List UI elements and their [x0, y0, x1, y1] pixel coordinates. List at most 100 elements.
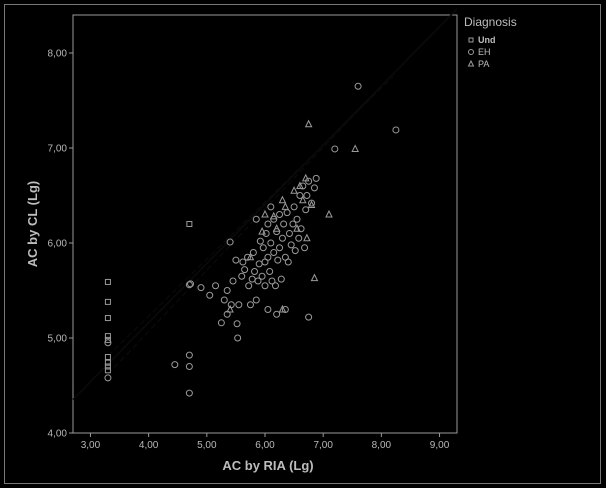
y-axis-title: AC by CL (Lg) — [25, 181, 40, 267]
data-point-eh — [312, 174, 320, 182]
data-point-eh — [171, 361, 179, 369]
data-point-pa — [351, 144, 359, 152]
data-point-eh — [290, 203, 298, 211]
legend-label-eh: EH — [478, 47, 491, 57]
data-point-eh — [273, 310, 281, 318]
x-tick-label: 4,00 — [139, 440, 159, 451]
data-point-pa — [310, 273, 319, 282]
data-point-eh — [264, 220, 272, 228]
data-point-eh — [254, 277, 262, 285]
data-point-eh — [220, 296, 228, 304]
data-point-pa — [281, 202, 290, 210]
data-point-pa — [261, 209, 269, 218]
axis-ticks: 3,00 4,00 5,00 6,00 7,00 8,00 9,00 4,00 5,00 6,00… — [48, 49, 450, 452]
data-point-eh — [264, 306, 272, 313]
data-point-pa — [303, 233, 311, 242]
data-point-eh — [280, 220, 288, 228]
legend-label-pa: PA — [478, 59, 489, 69]
chart-frame: 3,00 4,00 5,00 6,00 7,00 8,00 9,00 4,00 5,00 6,00… — [4, 4, 601, 484]
legend: Diagnosis Und EH PA — [464, 15, 517, 69]
y-tick-label: 4,00 — [48, 429, 68, 440]
data-point-eh — [291, 247, 299, 255]
data-point-eh — [271, 282, 279, 290]
data-point-und — [104, 333, 111, 340]
data-point-eh — [251, 268, 259, 275]
data-point-eh — [206, 291, 214, 299]
data-point-eh — [303, 192, 311, 199]
data-point-eh — [232, 256, 240, 264]
data-point-pa — [307, 200, 316, 208]
data-point-eh — [252, 215, 260, 223]
data-point-pa — [299, 195, 307, 204]
y-tick-label: 5,00 — [48, 334, 68, 345]
data-point-eh — [287, 241, 295, 249]
x-tick-label: 9,00 — [430, 440, 450, 451]
data-point-pa — [325, 209, 333, 218]
data-point-eh — [104, 339, 112, 347]
confidence-line-upper — [107, 76, 394, 357]
data-point-pa — [293, 224, 301, 232]
data-point-eh — [296, 192, 304, 199]
data-point-pa — [226, 304, 234, 313]
data-point-eh — [187, 280, 195, 288]
data-point-eh — [239, 258, 247, 266]
data-point-eh — [185, 389, 193, 397]
fit-lines — [72, 8, 458, 401]
y-tick-label: 6,00 — [48, 239, 68, 250]
data-point-und — [186, 221, 193, 227]
x-tick-label: 3,00 — [81, 440, 101, 451]
data-point-eh — [267, 203, 275, 211]
data-point-und — [104, 354, 111, 360]
data-point-eh — [277, 275, 285, 283]
data-point-eh — [217, 319, 225, 327]
data-point-eh — [297, 225, 305, 233]
data-point-eh — [284, 258, 292, 266]
data-point-eh — [293, 215, 301, 223]
legend-items: Und EH PA — [467, 35, 496, 69]
data-point-und — [104, 359, 111, 366]
data-point-eh — [268, 277, 276, 285]
data-point-eh — [252, 296, 260, 304]
data-point-eh — [261, 282, 269, 290]
data-point-eh — [276, 244, 284, 252]
data-point-eh — [104, 374, 112, 382]
legend-title: Diagnosis — [464, 15, 517, 29]
data-point-pa — [269, 211, 278, 220]
data-point-eh — [264, 253, 272, 261]
data-point-eh — [212, 282, 220, 290]
data-point-eh — [302, 206, 310, 214]
data-point-und — [104, 336, 111, 343]
y-tick-label: 7,00 — [48, 144, 68, 155]
legend-marker-und — [468, 37, 474, 43]
data-point-pa — [278, 195, 287, 204]
x-axis-title: AC by RIA (Lg) — [222, 458, 313, 473]
x-tick-label: 7,00 — [313, 440, 333, 451]
data-points — [104, 82, 400, 397]
confidence-line-lower — [107, 73, 394, 375]
data-point-eh — [276, 211, 284, 218]
data-point-eh — [235, 301, 243, 309]
data-point-eh — [289, 220, 297, 228]
legend-label-und: Und — [478, 35, 496, 45]
data-point-eh — [185, 363, 193, 370]
data-point-pa — [278, 304, 287, 313]
data-point-eh — [238, 272, 246, 280]
data-point-eh — [295, 234, 303, 242]
data-point-pa — [246, 252, 255, 261]
data-point-eh — [185, 351, 193, 359]
data-point-eh — [270, 249, 278, 256]
data-point-eh — [262, 230, 270, 237]
data-point-eh — [241, 266, 249, 274]
data-point-eh — [246, 301, 254, 309]
legend-marker-eh — [468, 49, 474, 55]
data-point-eh — [392, 126, 400, 134]
data-point-pa — [304, 119, 313, 128]
data-point-eh — [258, 272, 266, 280]
data-point-eh — [266, 268, 274, 275]
x-tick-label: 6,00 — [255, 440, 275, 451]
data-point-eh — [267, 239, 275, 247]
data-point-und — [104, 367, 111, 374]
scatter-chart: 3,00 4,00 5,00 6,00 7,00 8,00 9,00 4,00 5,00 6,00… — [25, 8, 517, 473]
data-point-pa — [258, 226, 266, 235]
data-point-eh — [185, 281, 193, 289]
